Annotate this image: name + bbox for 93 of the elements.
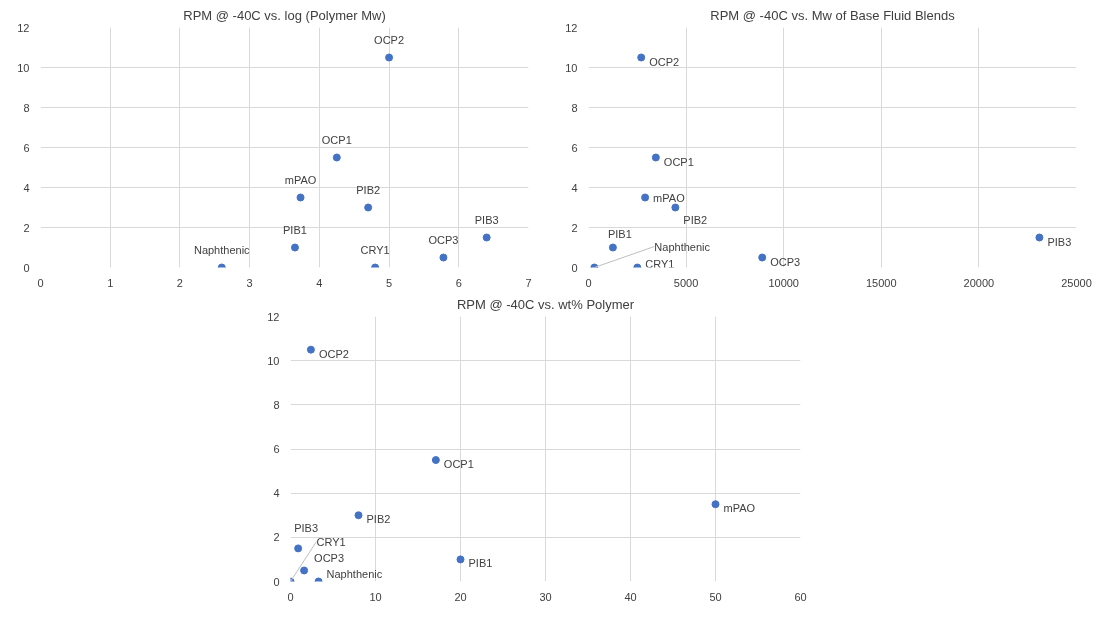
y-tick-label: 8 <box>273 398 280 411</box>
x-tick-label: 20000 <box>963 276 995 289</box>
point <box>332 153 341 162</box>
point <box>290 243 299 252</box>
y-tick-label: 8 <box>571 101 578 114</box>
y-tick-label: 12 <box>17 21 30 34</box>
y-tick-label: 4 <box>273 487 280 500</box>
x-tick-label: 2 <box>176 276 183 289</box>
y-tick-label: 2 <box>571 221 578 234</box>
y-tick-label: 4 <box>571 181 578 194</box>
annotation: Naphthenic <box>193 243 251 256</box>
y-tick-label: 10 <box>17 61 30 74</box>
chart-title: RPM @ -40C vs. Mw of Base Fluid Blends <box>710 7 956 23</box>
annotation: mPAO <box>284 173 317 186</box>
x-tick-label: 30 <box>539 590 552 603</box>
point <box>758 253 767 262</box>
annotation: OCP3 <box>428 233 459 246</box>
y-tick-label: 6 <box>571 141 578 154</box>
annotation: OCP1 <box>321 133 352 146</box>
x-tick-label: 0 <box>585 276 592 289</box>
annotation: PIB1 <box>607 227 632 240</box>
point <box>711 500 720 509</box>
annotation: PIB3 <box>474 213 499 226</box>
point <box>1035 233 1044 242</box>
annotation: OCP1 <box>443 458 474 471</box>
annotation: OCP2 <box>374 33 405 46</box>
x-tick-label: 3 <box>246 276 253 289</box>
y-tick-label: 12 <box>565 21 578 34</box>
x-tick-label: 5000 <box>673 276 699 289</box>
annotation: OCP1 <box>663 155 694 168</box>
point <box>671 203 680 212</box>
y-tick-label: 2 <box>23 221 30 234</box>
point <box>294 544 303 553</box>
point <box>364 203 373 212</box>
y-tick-label: 10 <box>267 354 280 367</box>
annotation: PIB3 <box>294 522 319 535</box>
y-tick-label: 12 <box>267 310 280 323</box>
point <box>637 53 646 62</box>
x-tick-label: 40 <box>624 590 637 603</box>
annotation: PIB1 <box>468 557 493 570</box>
annotation: mPAO <box>723 502 756 515</box>
annotation: PIB2 <box>683 213 708 226</box>
x-tick-label: 5 <box>386 276 393 289</box>
point <box>431 456 440 465</box>
point <box>456 555 465 564</box>
annotation: PIB2 <box>366 513 391 526</box>
x-tick-label: 25000 <box>1061 276 1092 289</box>
point <box>296 193 305 202</box>
annotation: Naphthenic <box>326 567 383 580</box>
y-tick-label: 6 <box>273 443 280 455</box>
annotation: mPAO <box>653 191 686 204</box>
y-tick-label: 10 <box>565 61 578 74</box>
annotation: Naphthenic <box>654 240 711 253</box>
x-tick-label: 15000 <box>866 276 897 289</box>
x-tick-label: 50 <box>709 590 722 603</box>
point <box>354 511 363 520</box>
point <box>306 345 315 354</box>
annotation: CRY1 <box>316 535 346 548</box>
y-tick-label: 0 <box>273 575 280 588</box>
point <box>641 193 650 202</box>
annotation: OCP2 <box>649 55 680 68</box>
annotation: PIB3 <box>1047 235 1072 248</box>
point <box>482 233 491 242</box>
annotation: CRY1 <box>645 257 675 270</box>
point <box>300 566 309 575</box>
x-tick-label: 10000 <box>768 276 799 289</box>
annotation: OCP2 <box>318 347 349 360</box>
x-tick-label: 4 <box>316 276 323 289</box>
chart-title: RPM @ -40C vs. wt% Polymer <box>456 296 635 312</box>
point <box>651 153 660 162</box>
x-tick-label: 6 <box>455 276 462 289</box>
x-tick-label: 10 <box>369 590 382 603</box>
y-tick-label: 6 <box>23 141 30 154</box>
y-tick-label: 8 <box>23 101 30 114</box>
point <box>439 253 448 262</box>
x-tick-label: 20 <box>454 590 467 603</box>
x-tick-label: 7 <box>525 276 532 289</box>
chart-title: RPM @ -40C vs. log (Polymer Mw) <box>183 7 386 23</box>
y-tick-label: 2 <box>273 531 280 544</box>
annotation: OCP3 <box>770 255 801 268</box>
y-tick-label: 4 <box>23 181 30 194</box>
x-tick-label: 0 <box>287 590 294 603</box>
annotation: CRY1 <box>360 243 390 256</box>
annotation: OCP3 <box>314 552 345 565</box>
y-tick-label: 0 <box>23 261 30 274</box>
point <box>608 243 617 252</box>
y-tick-label: 0 <box>571 261 578 274</box>
annotation: PIB2 <box>356 183 381 196</box>
annotation: PIB1 <box>283 223 307 236</box>
x-tick-label: 60 <box>794 590 807 603</box>
x-tick-label: 0 <box>37 276 44 289</box>
point <box>385 53 394 62</box>
x-tick-label: 1 <box>107 276 114 289</box>
